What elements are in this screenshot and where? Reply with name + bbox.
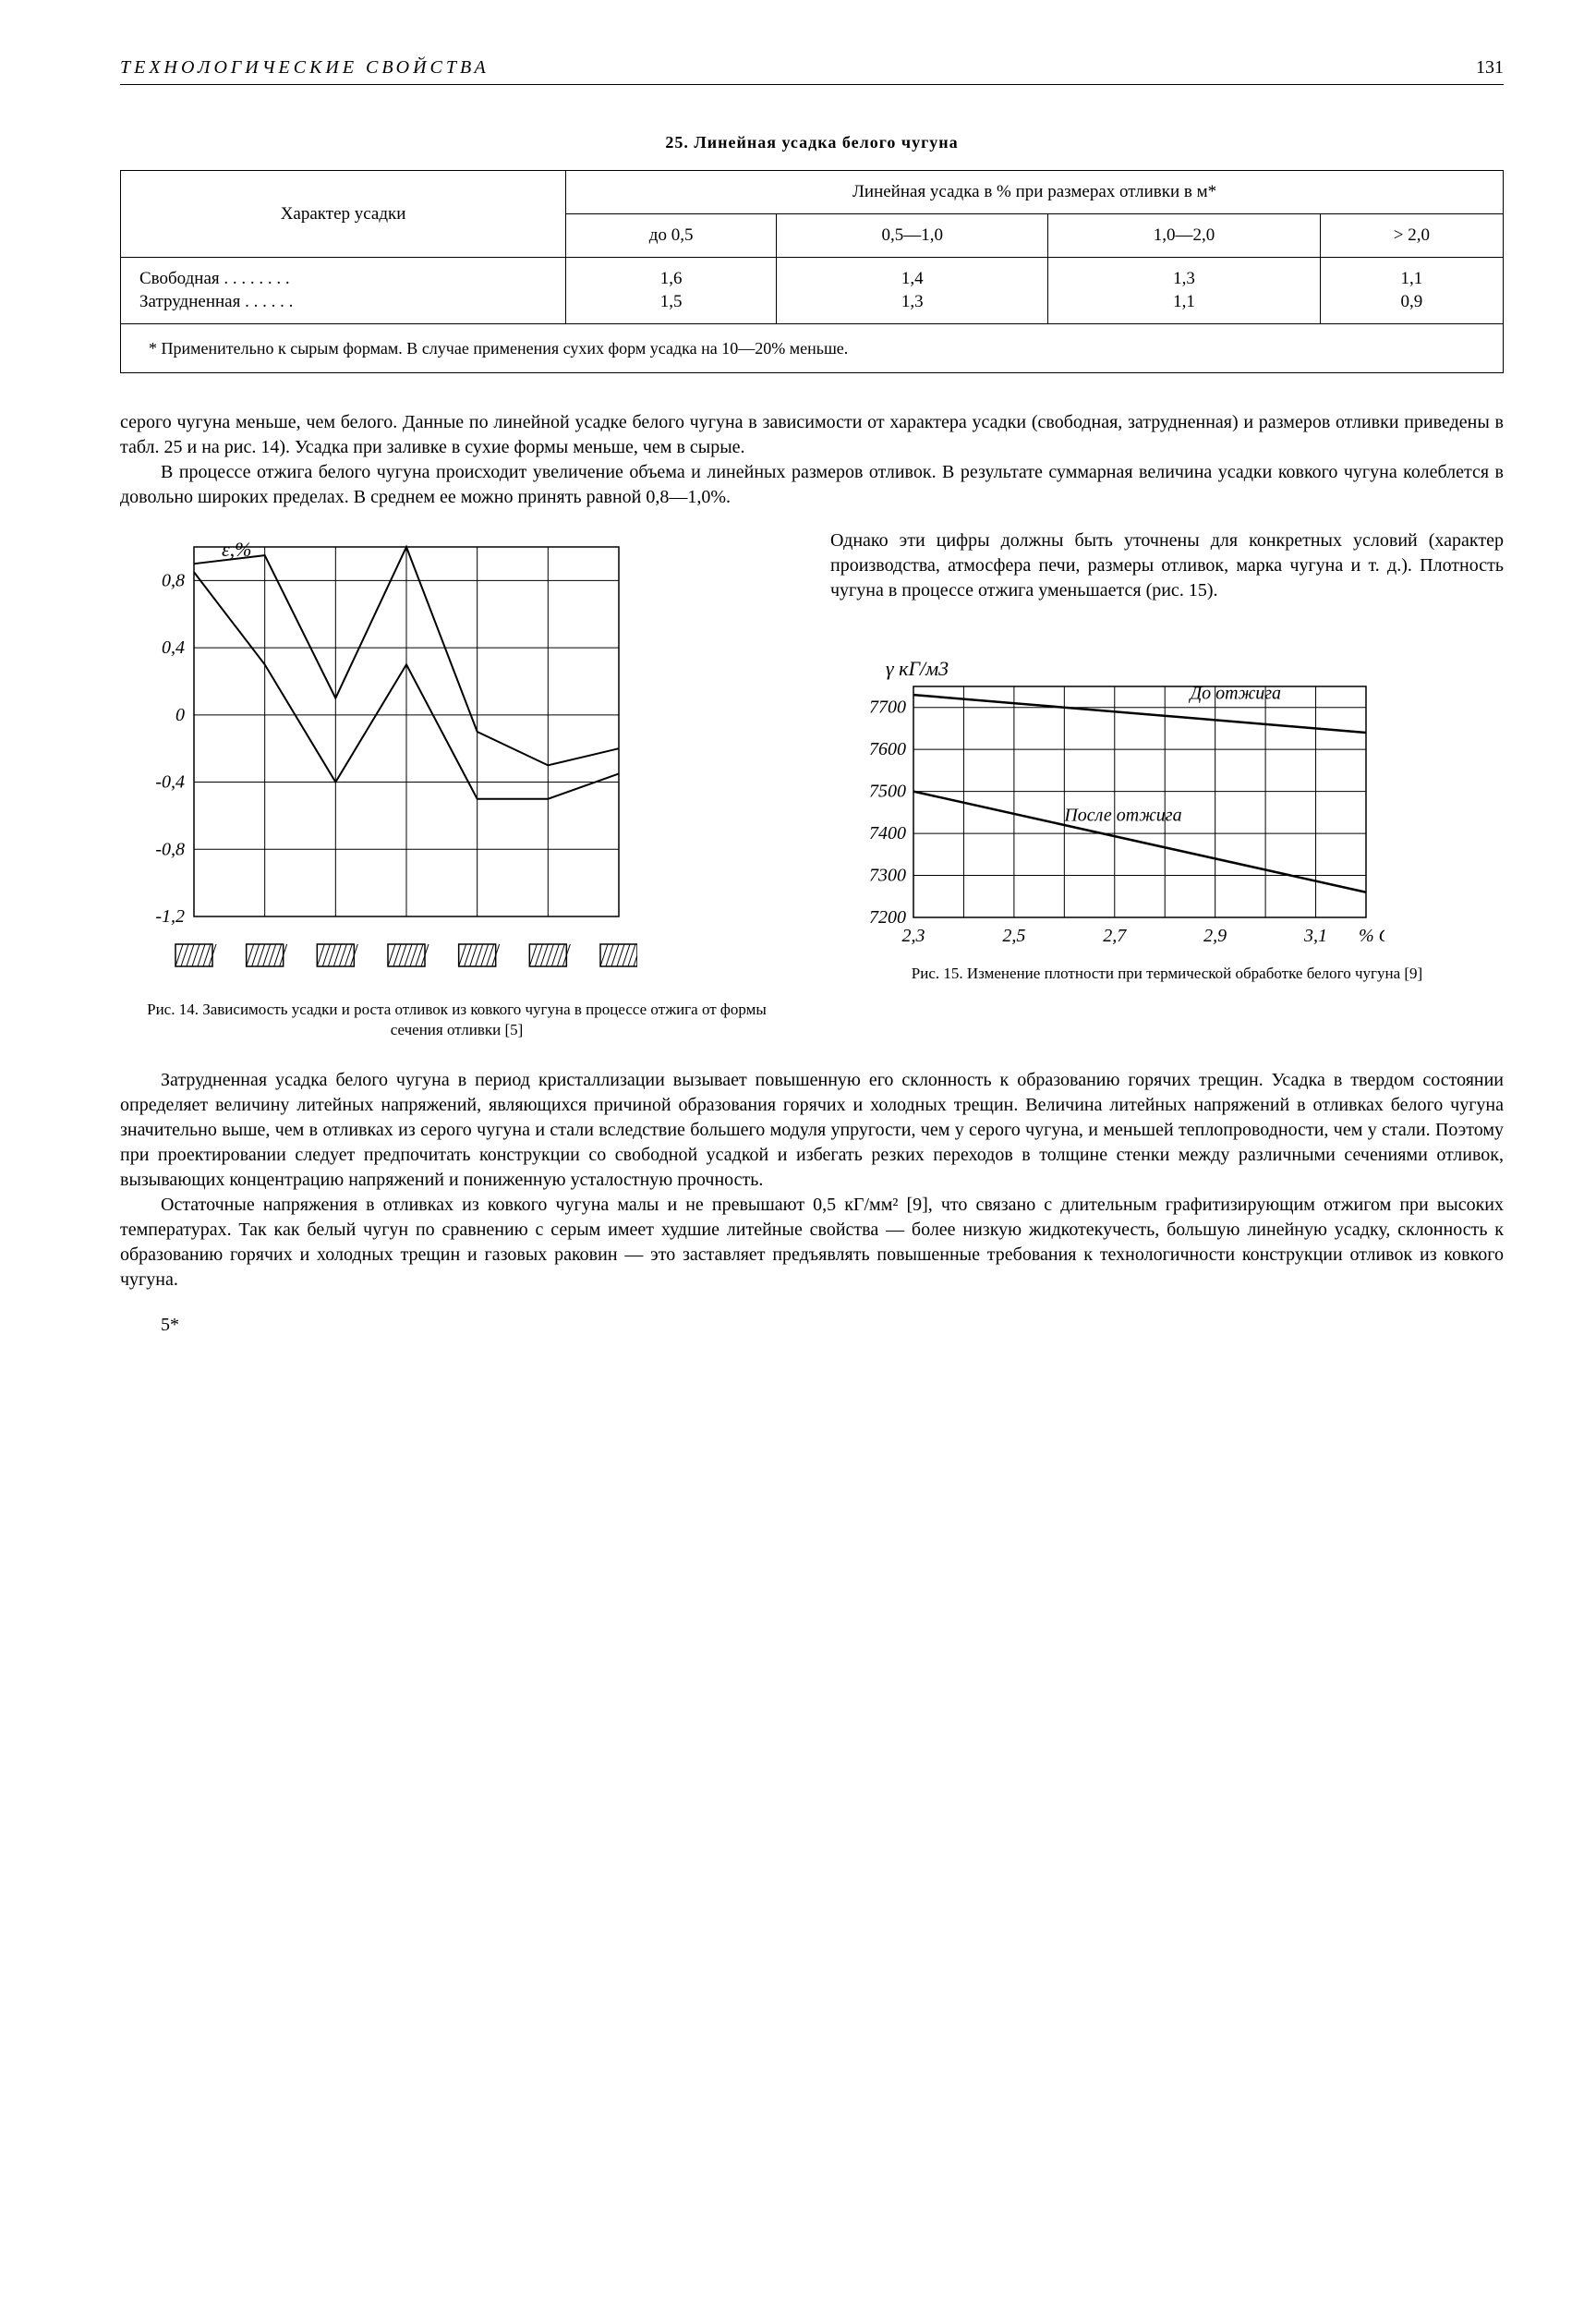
running-title: ТЕХНОЛОГИЧЕСКИЕ СВОЙСТВА <box>120 55 490 80</box>
svg-text:-0,8: -0,8 <box>155 839 185 859</box>
svg-text:2,7: 2,7 <box>1103 926 1127 946</box>
wrap-paragraph: Однако эти цифры должны быть уточнены дл… <box>830 528 1504 603</box>
fig14-caption: Рис. 14. Зависимость усадки и роста отли… <box>120 1000 793 1040</box>
cell: 1,3 <box>1048 257 1320 290</box>
table-row: Свободная . . . . . . . . Затрудненная .… <box>121 257 1504 290</box>
col-2: 1,0—2,0 <box>1048 213 1320 257</box>
fig15-chart: 7700 7600 7500 7400 7300 72002,3 2,5 2,7 2,9 3,1%… <box>830 649 1384 954</box>
svg-text:3,1: 3,1 <box>1303 926 1327 946</box>
table-caption: 25. Линейная усадка белого чугуна <box>120 131 1504 153</box>
svg-text:2,9: 2,9 <box>1203 926 1227 946</box>
svg-text:7500: 7500 <box>869 782 906 802</box>
table-25: Характер усадки Линейная усадка в % при … <box>120 170 1504 373</box>
paragraph: В процессе отжига белого чугуна происход… <box>120 460 1504 510</box>
svg-text:0: 0 <box>175 705 185 725</box>
svg-text:До отжига: До отжига <box>1188 684 1281 704</box>
footer-mark: 5* <box>161 1313 1504 1338</box>
running-header: ТЕХНОЛОГИЧЕСКИЕ СВОЙСТВА 131 <box>120 55 1504 85</box>
row1-label: Затрудненная . . . . . . <box>139 290 558 314</box>
paragraph: Затрудненная усадка белого чугуна в пери… <box>120 1068 1504 1193</box>
svg-text:7700: 7700 <box>869 698 906 718</box>
svg-text:7600: 7600 <box>869 739 906 759</box>
cell: 1,4 <box>777 257 1048 290</box>
body-text-2: Затрудненная усадка белого чугуна в пери… <box>120 1068 1504 1293</box>
fig15-caption: Рис. 15. Изменение плотности при термиче… <box>830 964 1504 984</box>
page-number: 131 <box>1476 55 1504 80</box>
svg-text:% С: % С <box>1359 926 1384 946</box>
cell: 1,1 <box>1320 257 1503 290</box>
paragraph: Однако эти цифры должны быть уточнены дл… <box>830 528 1504 603</box>
cell: 1,3 <box>777 290 1048 323</box>
svg-text:После отжига: После отжига <box>1063 806 1181 826</box>
body-text-1: серого чугуна меньше, чем белого. Данные… <box>120 410 1504 510</box>
svg-text:7400: 7400 <box>869 823 906 844</box>
svg-text:-0,4: -0,4 <box>155 772 185 793</box>
right-column: Однако эти цифры должны быть уточнены дл… <box>830 528 1504 984</box>
figures-row: 0,80,40-0,4-0,8-1,2ε,% Рис. 14. Зависимо… <box>120 528 1504 1040</box>
svg-text:2,5: 2,5 <box>1002 926 1025 946</box>
col-3: > 2,0 <box>1320 213 1503 257</box>
table-rowheader: Характер усадки <box>121 171 566 257</box>
svg-text:7200: 7200 <box>869 907 906 928</box>
svg-text:-1,2: -1,2 <box>155 906 185 927</box>
footnote-text: * Применительно к сырым формам. В случае… <box>121 323 1504 372</box>
svg-text:γ кГ/м3: γ кГ/м3 <box>886 657 949 680</box>
cell: 0,9 <box>1320 290 1503 323</box>
cell: 1,5 <box>566 290 777 323</box>
cell: 1,1 <box>1048 290 1320 323</box>
col-1: 0,5—1,0 <box>777 213 1048 257</box>
figure-14: 0,80,40-0,4-0,8-1,2ε,% Рис. 14. Зависимо… <box>120 528 793 1040</box>
table-footnote: * Применительно к сырым формам. В случае… <box>121 323 1504 372</box>
paragraph: серого чугуна меньше, чем белого. Данные… <box>120 410 1504 460</box>
svg-text:0,8: 0,8 <box>162 571 185 591</box>
svg-text:2,3: 2,3 <box>902 926 925 946</box>
svg-text:0,4: 0,4 <box>162 637 185 658</box>
col-0: до 0,5 <box>566 213 777 257</box>
row0-label: Свободная . . . . . . . . <box>139 267 558 291</box>
svg-text:7300: 7300 <box>869 866 906 886</box>
paragraph: Остаточные напряжения в отливках из ковк… <box>120 1193 1504 1293</box>
table-superheader: Линейная усадка в % при размерах отливки… <box>566 171 1504 214</box>
cell: 1,6 <box>566 257 777 290</box>
fig14-chart: 0,80,40-0,4-0,8-1,2ε,% <box>120 528 637 990</box>
